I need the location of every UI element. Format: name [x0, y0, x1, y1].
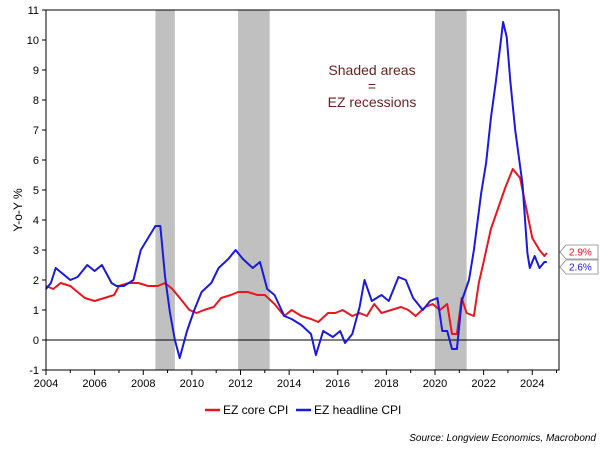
x-tick-label-2012: 2012: [228, 378, 252, 390]
recession-band-1: [155, 10, 175, 370]
x-tick-label-2018: 2018: [374, 378, 398, 390]
end-label-box: [559, 244, 599, 260]
x-tick-label-2008: 2008: [131, 378, 155, 390]
x-tick-label-2014: 2014: [277, 378, 301, 390]
end-label-text: 2.6%: [569, 263, 592, 274]
y-tick-label-8: 8: [33, 95, 39, 107]
y-tick-label-6: 6: [33, 155, 39, 167]
y-tick-label-1: 1: [33, 305, 39, 317]
y-tick-label-5: 5: [33, 185, 39, 197]
annotation-line-1: Shaded areas: [328, 62, 415, 78]
annotation-line-2: =: [368, 78, 376, 94]
series-line-core-cpi: [45, 168, 548, 335]
x-tick-label-2006: 2006: [82, 378, 106, 390]
y-tick-label-0: 0: [33, 335, 39, 347]
x-tick-label-2004: 2004: [34, 378, 58, 390]
y-tick-label--1: -1: [29, 365, 39, 377]
x-axis: 2004 2006 2008 2010 2012 2014 2016 2018 2020 2022…: [34, 370, 558, 390]
end-labels: 2.9% 2.6%: [559, 244, 599, 275]
y-axis: -1 0 1 2 3 4 5 6 7 8 9 10 11: [27, 5, 46, 377]
x-tick-label-2010: 2010: [180, 378, 204, 390]
y-axis-label: Y-o-Y %: [11, 188, 25, 232]
legend-label-core: EZ core CPI: [223, 403, 288, 417]
y-tick-label-9: 9: [33, 65, 39, 77]
series-line-headline-cpi: [45, 21, 547, 359]
y-tick-label-10: 10: [27, 35, 39, 47]
series-group: [45, 21, 548, 359]
end-label-box: [559, 259, 599, 275]
y-tick-label-11: 11: [28, 5, 39, 17]
y-tick-label-4: 4: [33, 215, 39, 227]
y-tick-label-7: 7: [33, 125, 39, 137]
end-label-core: 2.9%: [559, 244, 599, 260]
legend: EZ core CPI EZ headline CPI: [205, 403, 401, 417]
x-tick-label-2016: 2016: [326, 378, 350, 390]
recession-band-2: [238, 10, 270, 370]
legend-label-headline: EZ headline CPI: [314, 403, 401, 417]
end-label-text: 2.9%: [569, 248, 592, 259]
annotation-line-3: EZ recessions: [328, 94, 417, 110]
y-tick-label-2: 2: [33, 275, 39, 287]
x-tick-label-2022: 2022: [471, 378, 495, 390]
source-note: Source: Longview Economics, Macrobond: [409, 433, 596, 444]
y-tick-label-3: 3: [33, 245, 39, 257]
x-tick-label-2020: 2020: [423, 378, 447, 390]
end-label-headline: 2.6%: [559, 259, 599, 275]
x-tick-label-2024: 2024: [520, 378, 544, 390]
recession-annotation: Shaded areas = EZ recessions: [328, 62, 417, 110]
